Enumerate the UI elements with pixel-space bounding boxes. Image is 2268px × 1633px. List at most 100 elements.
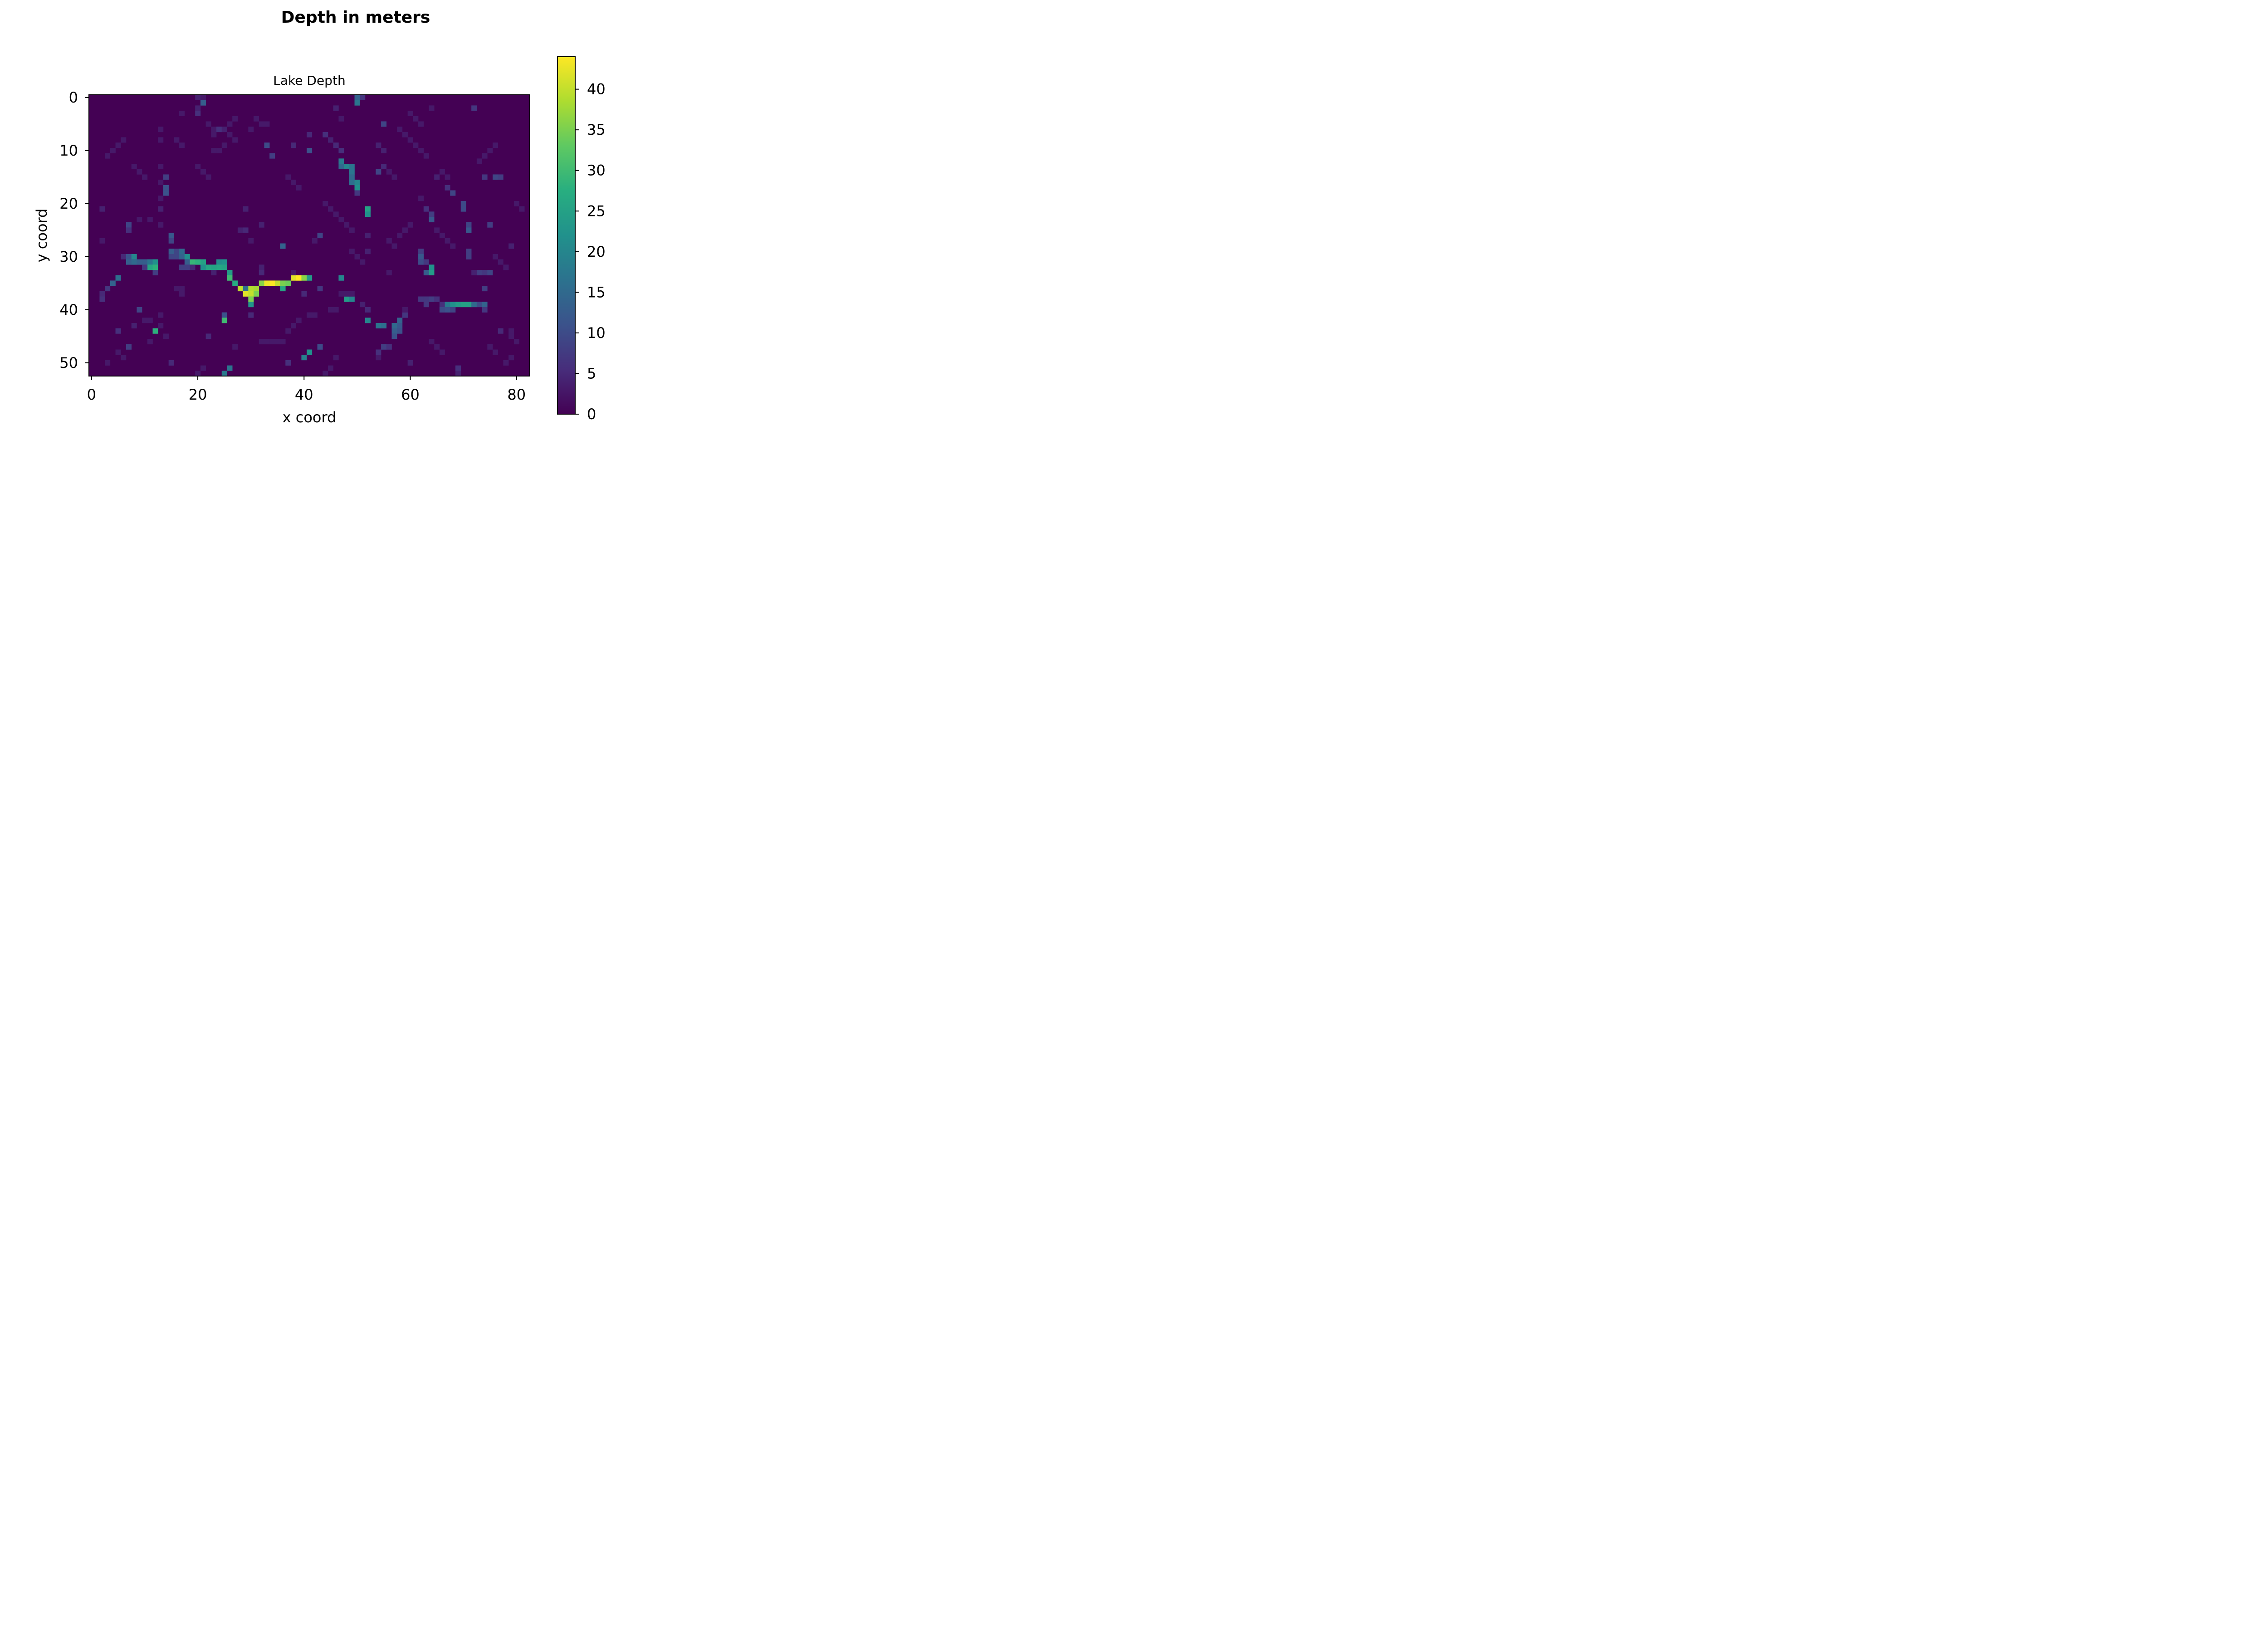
heatmap-cell bbox=[243, 227, 249, 233]
heatmap-cell bbox=[407, 111, 413, 117]
heatmap-cell bbox=[460, 206, 466, 212]
heatmap-cell bbox=[354, 185, 360, 191]
x-tick-label: 0 bbox=[87, 386, 96, 403]
heatmap-cell bbox=[301, 355, 307, 361]
x-tick-label: 80 bbox=[507, 386, 526, 403]
heatmap-cell bbox=[221, 312, 227, 318]
heatmap-cell bbox=[423, 270, 429, 276]
colorbar-ticks: 0 5 10 15 20 25 30 35 40 bbox=[575, 81, 606, 423]
heatmap-cell bbox=[423, 206, 429, 212]
heatmap-cell bbox=[115, 275, 121, 281]
heatmap-cell bbox=[402, 312, 408, 318]
heatmap-cell bbox=[466, 254, 472, 259]
heatmap-cell bbox=[227, 132, 233, 137]
heatmap-cell bbox=[131, 323, 137, 329]
heatmap-cell bbox=[476, 302, 482, 308]
heatmap-cell bbox=[323, 371, 328, 376]
heatmap-cell bbox=[291, 142, 297, 148]
heatmap-cell bbox=[227, 365, 233, 371]
heatmap-cell bbox=[381, 147, 387, 153]
heatmap-cell bbox=[402, 227, 408, 233]
heatmap-cell bbox=[317, 286, 323, 292]
heatmap-cell bbox=[344, 291, 350, 297]
heatmap-cell bbox=[365, 206, 371, 212]
heatmap-cell bbox=[205, 121, 211, 127]
heatmap-cell bbox=[338, 147, 344, 153]
heatmap-cell bbox=[227, 270, 233, 276]
heatmap-cell bbox=[301, 275, 307, 281]
heatmap-cell bbox=[152, 259, 158, 265]
heatmap-cell bbox=[487, 147, 493, 153]
heatmap-cell bbox=[317, 344, 323, 350]
heatmap-cell bbox=[137, 307, 142, 313]
heatmap-cell bbox=[158, 206, 164, 212]
heatmap-cell bbox=[323, 132, 328, 137]
figure-canvas: Depth in meters Lake Depth 0 20 40 60 80 0 10… bbox=[33, 8, 606, 426]
heatmap-cell bbox=[466, 227, 472, 233]
heatmap-cell bbox=[301, 291, 307, 297]
heatmap-cell bbox=[137, 169, 142, 175]
heatmap-cell bbox=[439, 349, 445, 355]
heatmap-cell bbox=[391, 174, 397, 180]
heatmap-cell bbox=[195, 371, 201, 376]
heatmap-cell bbox=[158, 137, 164, 143]
heatmap-cell bbox=[423, 302, 429, 308]
heatmap-cell bbox=[232, 280, 238, 286]
heatmap-cell bbox=[237, 286, 243, 292]
heatmap-cell bbox=[190, 259, 196, 265]
heatmap-cell bbox=[498, 328, 503, 334]
heatmap-cell bbox=[200, 169, 206, 175]
heatmap-cell bbox=[137, 217, 142, 223]
heatmap-cell bbox=[99, 238, 105, 244]
heatmap-cells bbox=[99, 95, 525, 376]
heatmap-cell bbox=[493, 349, 499, 355]
heatmap-cell bbox=[221, 259, 227, 265]
heatmap-cell bbox=[105, 153, 111, 159]
heatmap-cell bbox=[110, 280, 116, 286]
heatmap-cell bbox=[243, 286, 249, 292]
y-tick-label: 20 bbox=[59, 195, 78, 212]
heatmap-cell bbox=[354, 95, 360, 100]
heatmap-cell bbox=[179, 111, 185, 117]
heatmap-cell bbox=[243, 206, 249, 212]
heatmap-cell bbox=[211, 264, 217, 270]
heatmap-cell bbox=[115, 142, 121, 148]
heatmap-cell bbox=[493, 142, 499, 148]
heatmap-cell bbox=[200, 365, 206, 371]
heatmap-cell bbox=[482, 153, 488, 159]
heatmap-cell bbox=[471, 105, 477, 111]
heatmap-cell bbox=[296, 185, 302, 191]
heatmap-cell bbox=[397, 233, 403, 239]
heatmap-cell bbox=[413, 142, 419, 148]
heatmap-cell bbox=[429, 296, 435, 302]
heatmap-cell bbox=[307, 312, 313, 318]
heatmap-cell bbox=[344, 164, 350, 170]
heatmap-cell bbox=[264, 121, 270, 127]
heatmap-cell bbox=[248, 127, 254, 132]
heatmap-cell bbox=[338, 275, 344, 281]
heatmap-cell bbox=[179, 286, 185, 292]
heatmap-cell bbox=[168, 233, 174, 239]
heatmap-cell bbox=[418, 254, 424, 259]
heatmap-cell bbox=[259, 270, 264, 276]
heatmap-cell bbox=[418, 259, 424, 265]
heatmap-cell bbox=[126, 227, 132, 233]
heatmap-cell bbox=[471, 270, 477, 276]
heatmap-cell bbox=[232, 116, 238, 122]
heatmap-cell bbox=[179, 249, 185, 254]
heatmap-cell bbox=[200, 264, 206, 270]
heatmap-cell bbox=[354, 100, 360, 106]
heatmap-cell bbox=[376, 349, 381, 355]
heatmap-cell bbox=[158, 164, 164, 170]
heatmap-cell bbox=[285, 360, 291, 366]
heatmap-cell bbox=[142, 174, 148, 180]
heatmap-cell bbox=[471, 302, 477, 308]
heatmap-cell bbox=[493, 254, 499, 259]
heatmap-cell bbox=[455, 371, 461, 376]
heatmap-cell bbox=[397, 323, 403, 329]
heatmap-cell bbox=[184, 259, 190, 265]
heatmap-cell bbox=[391, 333, 397, 339]
heatmap-cell bbox=[407, 222, 413, 228]
heatmap-cell bbox=[327, 307, 333, 313]
heatmap-cell bbox=[147, 217, 153, 223]
